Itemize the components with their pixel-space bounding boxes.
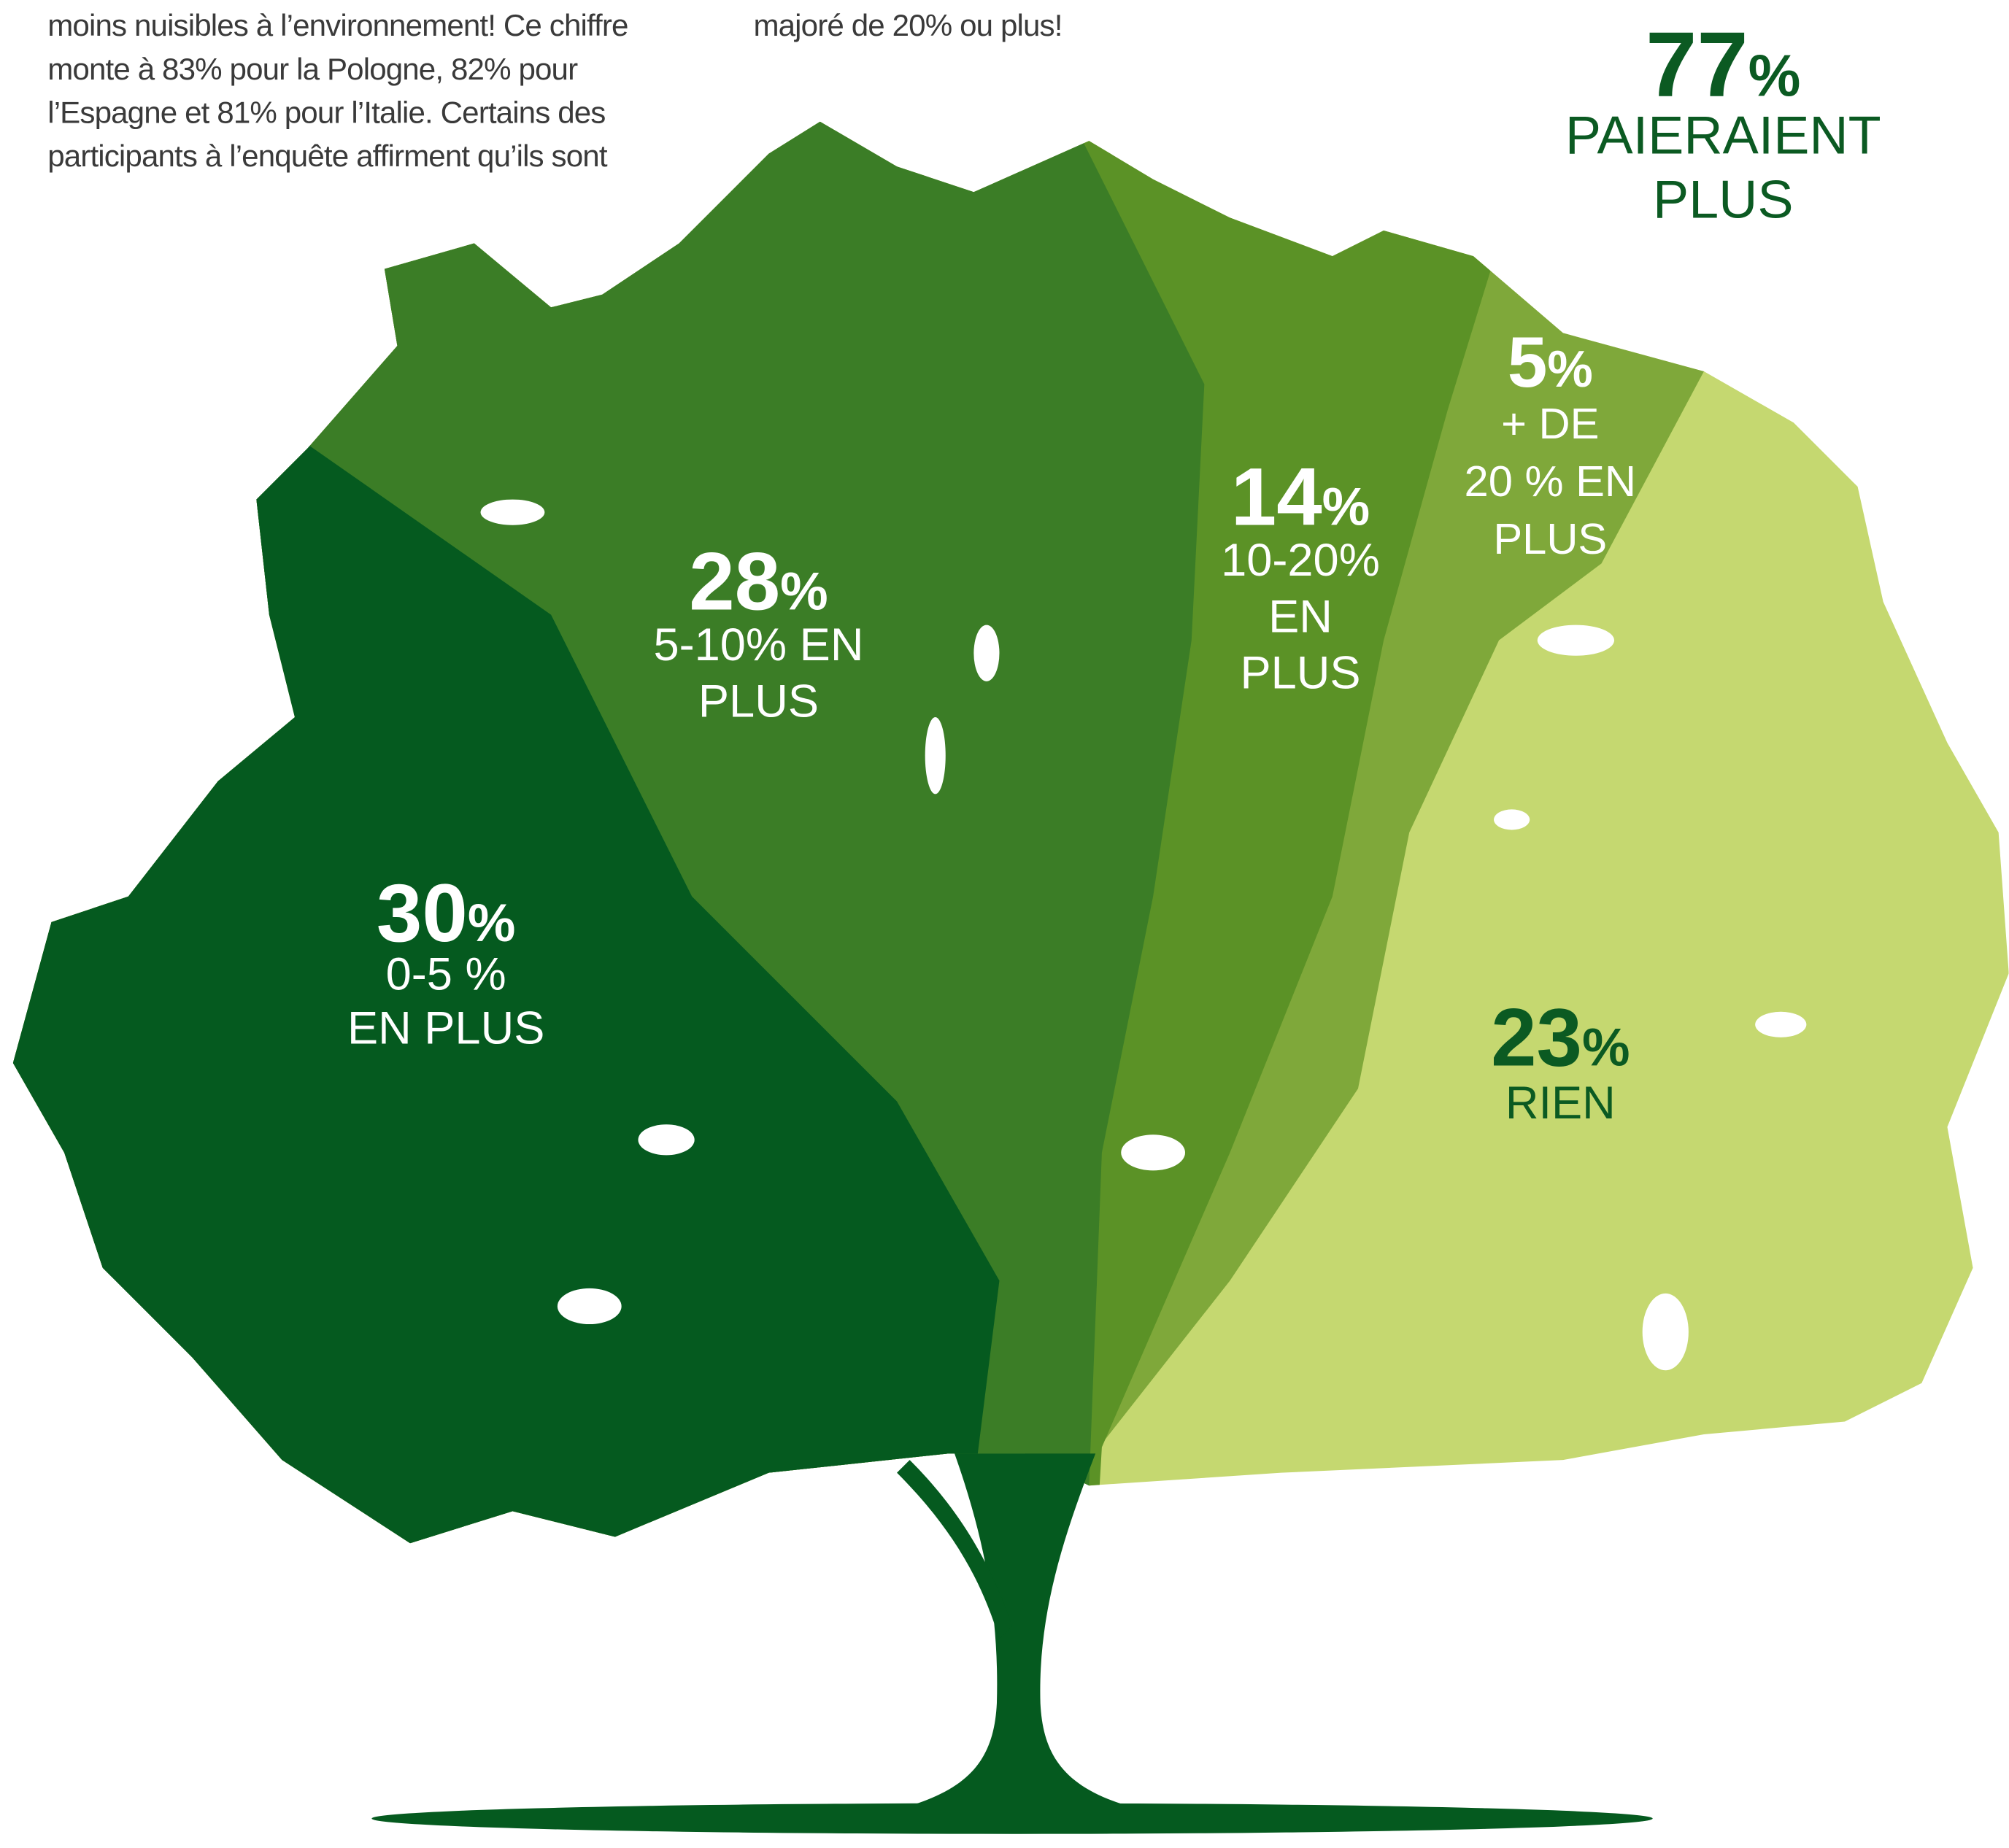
segment-caption: PAIERAIENT — [1565, 105, 1881, 166]
leaf-gaps — [480, 499, 1807, 1371]
segment-caption: PLUS — [1493, 514, 1607, 563]
segment-caption: EN — [1268, 591, 1333, 642]
segment-caption: PLUS — [1653, 169, 1794, 229]
value-number: 5 — [1508, 322, 1548, 402]
value-number: 30 — [377, 867, 468, 959]
segment-caption: 5-10% EN — [653, 619, 863, 670]
value-unit: % — [1748, 44, 1801, 109]
segment-caption: + DE — [1501, 399, 1599, 448]
value-unit: % — [780, 561, 828, 622]
percent-value: 28% — [689, 536, 828, 627]
value-unit: % — [1322, 476, 1370, 537]
value-unit: % — [468, 892, 516, 953]
value-number: 23 — [1491, 991, 1582, 1083]
intro-line: monte à 83% pour la Pologne, 82% pour — [47, 52, 578, 86]
trunk — [909, 1453, 1128, 1806]
percent-value: 30% — [377, 867, 516, 959]
value-number: 28 — [689, 536, 780, 627]
ground-shadow — [371, 1803, 1653, 1834]
segment-caption: PLUS — [1240, 648, 1360, 699]
value-unit: % — [1582, 1016, 1630, 1077]
intro-line: majoré de 20% ou plus! — [753, 8, 1062, 42]
segment-caption: 0-5 % — [386, 949, 506, 1000]
segment-caption: 20 % EN — [1465, 457, 1636, 506]
percent-value: 5% — [1508, 322, 1593, 402]
segment-caption: RIEN — [1505, 1078, 1616, 1129]
intro-line: participants à l’enquête affirment qu’il… — [47, 139, 608, 173]
value-unit: % — [1547, 340, 1592, 398]
value-number: 77 — [1646, 13, 1748, 116]
percent-value: 14% — [1231, 451, 1370, 543]
percent-value: 77% — [1646, 13, 1800, 116]
value-number: 14 — [1231, 451, 1322, 543]
percent-value: 23% — [1491, 991, 1630, 1083]
segment-caption: 10-20% — [1221, 535, 1380, 586]
segment-caption: PLUS — [698, 676, 819, 727]
labels: moins nuisibles à l’environnement! Ce ch… — [47, 8, 1881, 1129]
intro-line: l’Espagne et 81% pour l’Italie. Certains… — [47, 96, 605, 130]
branch — [897, 1460, 1013, 1639]
intro-line: moins nuisibles à l’environnement! Ce ch… — [47, 8, 628, 42]
segment-caption: EN PLUS — [347, 1002, 544, 1053]
